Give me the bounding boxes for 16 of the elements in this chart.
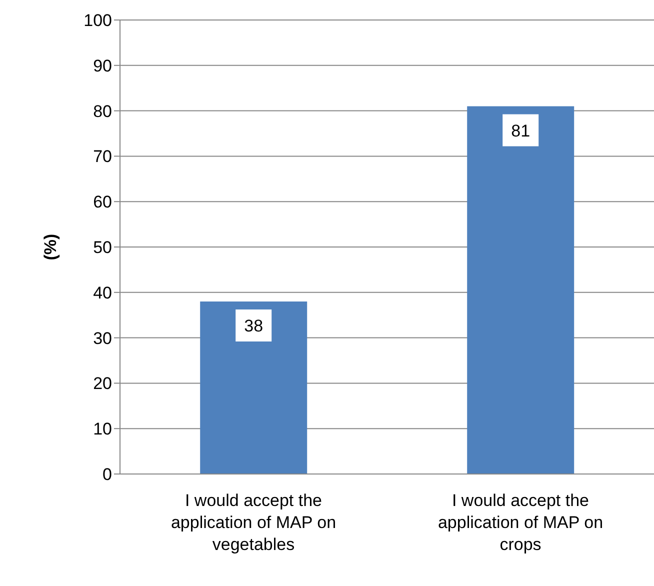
y-axis-title: (%)	[41, 234, 60, 260]
x-tick-label: I would accept the application of MAP on vegetables	[170, 491, 336, 554]
y-tick-label: 10	[93, 420, 112, 439]
y-tick-label: 70	[93, 147, 112, 166]
y-tick-label: 30	[93, 328, 112, 348]
y-tick-label: 60	[93, 192, 112, 212]
x-tick-label: I would accept the application of MAP on crops	[438, 491, 604, 554]
y-tick-label: 40	[93, 283, 112, 302]
y-tick-label: 0	[102, 465, 112, 484]
data-label: 81	[511, 121, 530, 140]
y-tick-label: 80	[93, 102, 112, 121]
y-tick-label: 90	[93, 56, 112, 76]
data-label: 38	[244, 316, 264, 336]
y-tick-label: 100	[84, 11, 112, 30]
y-tick-label: 20	[93, 374, 112, 394]
y-tick-label: 50	[93, 238, 112, 258]
